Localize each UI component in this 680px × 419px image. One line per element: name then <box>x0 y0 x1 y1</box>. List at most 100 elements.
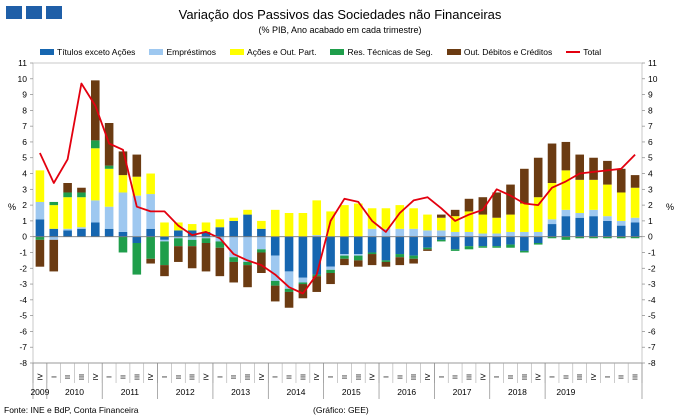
legend-label-emprestimos: Empréstimos <box>166 47 217 57</box>
bar-res_tecnicas <box>464 246 474 250</box>
x-year-label: 2015 <box>342 387 361 397</box>
x-year-label: 2018 <box>508 387 527 397</box>
x-quarter-label: II <box>119 375 128 379</box>
bar-out_debitos <box>367 254 377 266</box>
legend-item-total: Total <box>566 47 601 57</box>
y-tick-label-right: 2 <box>648 200 653 210</box>
legend-swatch-out-debitos <box>446 49 461 55</box>
bar-emprestimos <box>520 231 529 237</box>
bar-acoes <box>381 208 391 229</box>
x-quarter-label: III <box>409 374 418 380</box>
bar-titulos <box>270 236 280 256</box>
x-quarter-label: II <box>617 375 626 379</box>
bar-acoes <box>215 219 225 228</box>
y-tick-label-left: 10 <box>18 74 28 84</box>
bar-res_tecnicas <box>35 236 45 240</box>
x-quarter-label: II <box>561 375 570 379</box>
bar-titulos <box>174 230 183 237</box>
bar-emprestimos <box>284 271 294 289</box>
bar-acoes <box>547 183 557 220</box>
bar-out_debitos <box>395 257 405 266</box>
bar-out_debitos <box>243 265 252 288</box>
legend-item-out-debitos: Out. Débitos e Créditos <box>446 47 552 57</box>
bar-res_tecnicas <box>603 236 612 239</box>
bar-emprestimos <box>229 236 238 258</box>
bar-acoes <box>616 192 626 221</box>
bar-acoes <box>464 211 474 232</box>
bar-res_tecnicas <box>533 243 543 245</box>
bar-titulos <box>589 216 598 237</box>
x-quarter-label: III <box>298 374 307 380</box>
bar-acoes <box>298 213 308 237</box>
bar-acoes <box>367 208 377 229</box>
x-quarter-label: III <box>354 374 363 380</box>
bar-out_debitos <box>187 246 197 269</box>
y-tick-label-left: 6 <box>22 137 27 147</box>
x-quarter-label: IV <box>202 373 211 380</box>
x-year-label: 2019 <box>556 387 575 397</box>
legend-item-res-tecnicas: Res. Técnicas de Seg. <box>330 47 433 57</box>
bar-res_tecnicas <box>340 255 349 259</box>
bar-titulos <box>381 236 391 261</box>
chart-credit: (Gráfico: GEE) <box>313 405 369 415</box>
bar-res_tecnicas <box>257 249 266 253</box>
bar-emprestimos <box>243 236 252 262</box>
x-quarter-label: III <box>631 374 640 380</box>
bar-acoes <box>478 214 488 234</box>
x-quarter-label: II <box>506 375 515 379</box>
bar-out_debitos <box>77 187 86 193</box>
bar-out_debitos <box>630 175 640 188</box>
x-quarter-label: III <box>188 374 197 380</box>
bar-res_tecnicas <box>187 239 197 247</box>
bar-acoes <box>49 205 59 229</box>
bar-acoes <box>450 216 460 232</box>
bar-titulos <box>160 236 169 240</box>
gee-logo <box>6 6 62 19</box>
bar-res_tecnicas <box>174 238 183 247</box>
bar-titulos <box>90 222 100 237</box>
bar-acoes <box>160 222 169 237</box>
logo-block <box>46 6 62 19</box>
y-tick-label-left: 7 <box>22 121 27 131</box>
bar-titulos <box>492 236 501 247</box>
bar-emprestimos <box>340 254 349 256</box>
bar-titulos <box>533 236 543 243</box>
bar-acoes <box>409 208 418 229</box>
x-quarter-label: III <box>132 374 141 380</box>
x-quarter-label: I <box>381 376 390 378</box>
bar-acoes <box>187 224 197 231</box>
bar-titulos <box>284 236 294 272</box>
x-quarter-label: IV <box>35 373 44 380</box>
bar-emprestimos <box>616 220 626 226</box>
x-quarter-label: IV <box>312 373 321 380</box>
bar-out_debitos <box>284 291 294 308</box>
y-tick-label-right: -7 <box>648 342 656 352</box>
bar-res_tecnicas <box>353 255 363 261</box>
y-tick-label-right: -3 <box>648 279 656 289</box>
legend-label-acoes: Ações e Out. Part. <box>247 47 317 57</box>
bar-titulos <box>229 220 238 237</box>
bar-res_tecnicas <box>229 257 238 262</box>
bar-acoes <box>340 205 349 237</box>
bar-acoes <box>395 205 405 229</box>
bar-out_debitos <box>146 258 155 264</box>
bar-emprestimos <box>423 230 432 237</box>
y-axis-label-right: % <box>666 202 674 212</box>
bar-acoes <box>492 217 501 234</box>
bar-acoes <box>146 173 155 195</box>
bar-titulos <box>104 228 114 237</box>
bar-res_tecnicas <box>298 282 308 285</box>
bar-out_debitos <box>409 258 418 264</box>
bar-res_tecnicas <box>243 261 252 266</box>
bar-acoes <box>589 179 598 210</box>
bar-out_debitos <box>35 239 45 267</box>
y-tick-label-left: -1 <box>19 247 27 257</box>
x-quarter-label: IV <box>91 373 100 380</box>
bar-emprestimos <box>450 231 460 237</box>
bar-emprestimos <box>298 277 308 283</box>
bar-titulos <box>506 236 515 245</box>
bar-acoes <box>201 222 211 232</box>
bar-out_debitos <box>257 252 266 273</box>
bar-titulos <box>437 236 446 240</box>
bar-emprestimos <box>575 213 585 218</box>
